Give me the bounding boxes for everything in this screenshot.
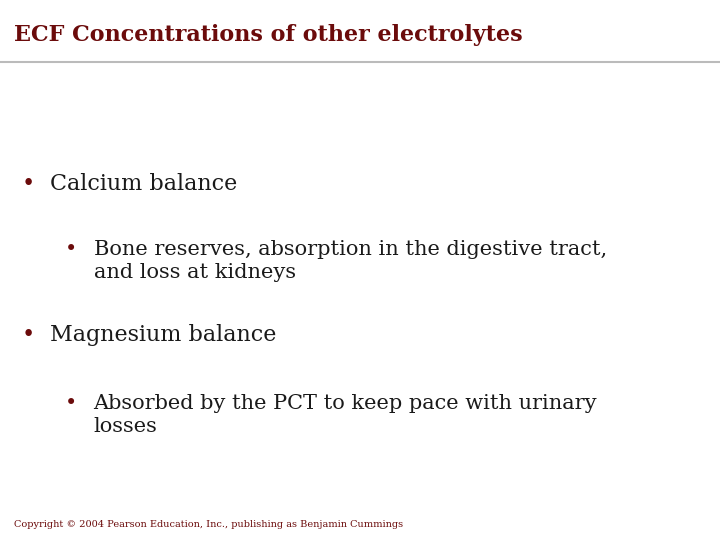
- Text: ECF Concentrations of other electrolytes: ECF Concentrations of other electrolytes: [14, 24, 523, 46]
- Text: •: •: [22, 173, 35, 195]
- Text: Magnesium balance: Magnesium balance: [50, 324, 276, 346]
- Text: •: •: [22, 324, 35, 346]
- Text: Absorbed by the PCT to keep pace with urinary
losses: Absorbed by the PCT to keep pace with ur…: [94, 394, 597, 436]
- Text: •: •: [65, 240, 77, 259]
- Text: Bone reserves, absorption in the digestive tract,
and loss at kidneys: Bone reserves, absorption in the digesti…: [94, 240, 607, 282]
- Text: Copyright © 2004 Pearson Education, Inc., publishing as Benjamin Cummings: Copyright © 2004 Pearson Education, Inc.…: [14, 520, 403, 529]
- Text: Calcium balance: Calcium balance: [50, 173, 238, 195]
- Text: •: •: [65, 394, 77, 413]
